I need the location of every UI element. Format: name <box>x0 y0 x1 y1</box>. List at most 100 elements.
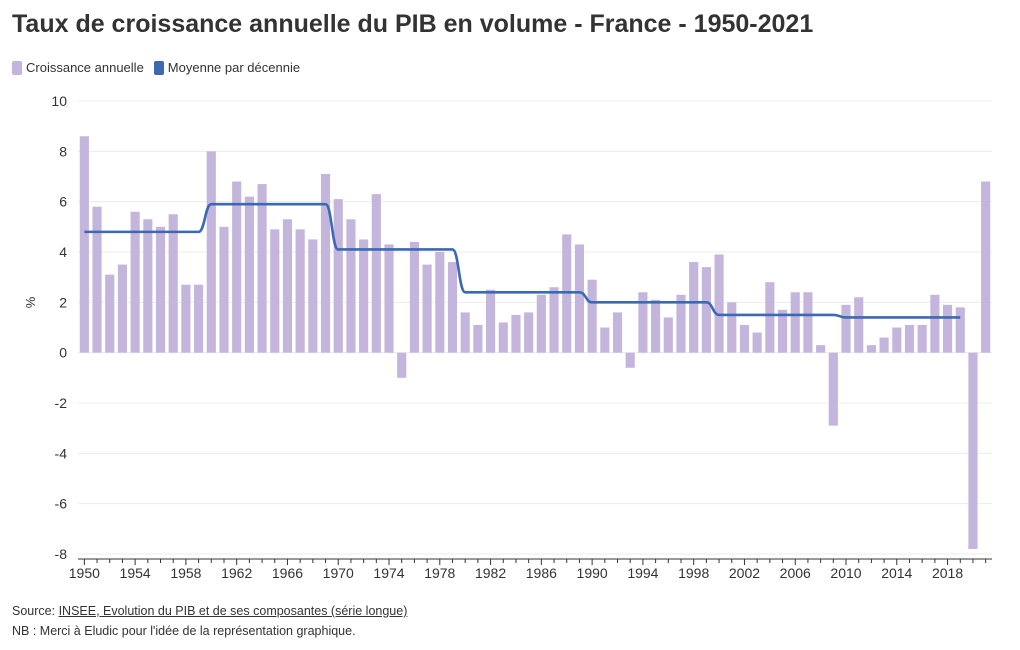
decade-average-line <box>84 202 961 319</box>
source-prefix: Source: <box>12 604 59 618</box>
bar-1995 <box>651 299 661 353</box>
y-tick-label: 6 <box>59 194 67 210</box>
x-tick-label: 1950 <box>69 565 100 581</box>
bar-1958 <box>181 284 191 353</box>
bar-1992 <box>612 312 623 353</box>
x-tick-label: 1986 <box>526 565 557 581</box>
bar-2007 <box>803 292 813 353</box>
bar-1968 <box>308 239 318 353</box>
x-tick-label: 1970 <box>323 565 354 581</box>
x-tick-label: 1974 <box>373 565 404 581</box>
bar-1977 <box>422 264 432 353</box>
legend-swatch-bars <box>12 60 22 75</box>
bar-2002 <box>739 324 750 353</box>
legend-label-bars: Croissance annuelle <box>26 60 144 75</box>
bar-1981 <box>473 324 483 353</box>
bar-1974 <box>384 244 394 353</box>
bar-1998 <box>689 262 699 353</box>
legend-item-bars[interactable]: Croissance annuelle <box>12 60 144 75</box>
bar-1989 <box>574 244 585 353</box>
bar-1986 <box>536 294 546 353</box>
bar-1978 <box>435 252 445 353</box>
x-tick-label: 1998 <box>678 565 709 581</box>
y-tick-label: 10 <box>51 93 67 109</box>
bar-1993 <box>625 352 635 368</box>
nb-note: NB : Merci à Eludic pour l'idée de la re… <box>12 624 356 638</box>
bar-1976 <box>409 241 419 353</box>
bar-1961 <box>219 226 229 353</box>
bar-2009 <box>828 352 838 426</box>
bar-1972 <box>359 239 369 353</box>
bar-1979 <box>447 262 458 353</box>
bar-2015 <box>904 324 915 353</box>
legend: Croissance annuelle Moyenne par décennie <box>12 60 310 75</box>
x-tick-label: 2014 <box>881 565 912 581</box>
bar-2008 <box>816 345 826 353</box>
bar-2004 <box>765 282 775 353</box>
bar-2020 <box>968 352 978 549</box>
bar-2005 <box>777 309 788 353</box>
bar-1984 <box>511 314 521 353</box>
bar-1991 <box>600 327 610 353</box>
bar-2000 <box>714 254 724 353</box>
bar-1985 <box>524 312 534 353</box>
bar-2021 <box>981 181 991 353</box>
bar-1966 <box>282 219 293 353</box>
bar-1954 <box>130 211 140 353</box>
bar-1997 <box>676 294 686 353</box>
x-tick-label: 1982 <box>475 565 506 581</box>
x-tick-label: 1994 <box>627 565 658 581</box>
bar-1964 <box>257 184 267 353</box>
x-tick-label: 1962 <box>221 565 252 581</box>
bar-1960 <box>206 151 216 353</box>
legend-swatch-line <box>153 60 164 75</box>
source-note: Source: INSEE, Evolution du PIB et de se… <box>12 604 407 618</box>
bar-1973 <box>371 194 381 353</box>
legend-item-line[interactable]: Moyenne par décennie <box>153 60 300 75</box>
chart-title: Taux de croissance annuelle du PIB en vo… <box>12 10 814 38</box>
bar-1955 <box>143 219 153 353</box>
bar-1952 <box>105 274 115 353</box>
y-tick-label: 0 <box>59 345 67 361</box>
bar-1982 <box>485 289 496 353</box>
bar-2011 <box>854 297 864 353</box>
bar-2010 <box>841 304 851 353</box>
x-tick-label: 2002 <box>729 565 760 581</box>
bar-2018 <box>942 304 953 353</box>
bar-1951 <box>92 206 102 353</box>
bar-1983 <box>498 322 508 353</box>
bar-2012 <box>866 345 876 353</box>
bar-2003 <box>752 332 762 353</box>
bar-1987 <box>549 287 559 353</box>
y-tick-label: 8 <box>59 143 67 159</box>
bar-2014 <box>892 327 902 353</box>
y-tick-label: -6 <box>55 496 68 512</box>
y-tick-label: -2 <box>55 395 68 411</box>
bar-2017 <box>930 294 940 353</box>
x-tick-label: 1958 <box>170 565 201 581</box>
bar-1975 <box>397 352 407 378</box>
bar-1969 <box>320 173 331 353</box>
bar-2016 <box>917 324 927 353</box>
y-tick-label: 2 <box>59 294 67 310</box>
x-tick-label: 1954 <box>120 565 151 581</box>
bar-1953 <box>117 264 128 353</box>
bar-1967 <box>295 229 305 353</box>
bar-1994 <box>638 292 648 353</box>
bar-1990 <box>587 279 597 353</box>
x-tick-label: 1978 <box>424 565 455 581</box>
y-tick-label: 4 <box>59 244 67 260</box>
bar-1950 <box>79 136 89 353</box>
bar-1957 <box>168 214 178 353</box>
bar-1962 <box>232 181 242 353</box>
x-tick-label: 2006 <box>780 565 811 581</box>
y-tick-label: -4 <box>55 445 68 461</box>
bar-1956 <box>155 226 166 353</box>
bar-2013 <box>879 337 889 353</box>
bar-1996 <box>663 317 673 353</box>
bar-2006 <box>790 292 800 353</box>
y-axis-title: % <box>23 296 38 308</box>
bar-1959 <box>194 284 204 353</box>
source-link[interactable]: INSEE, Evolution du PIB et de ses compos… <box>58 604 408 618</box>
